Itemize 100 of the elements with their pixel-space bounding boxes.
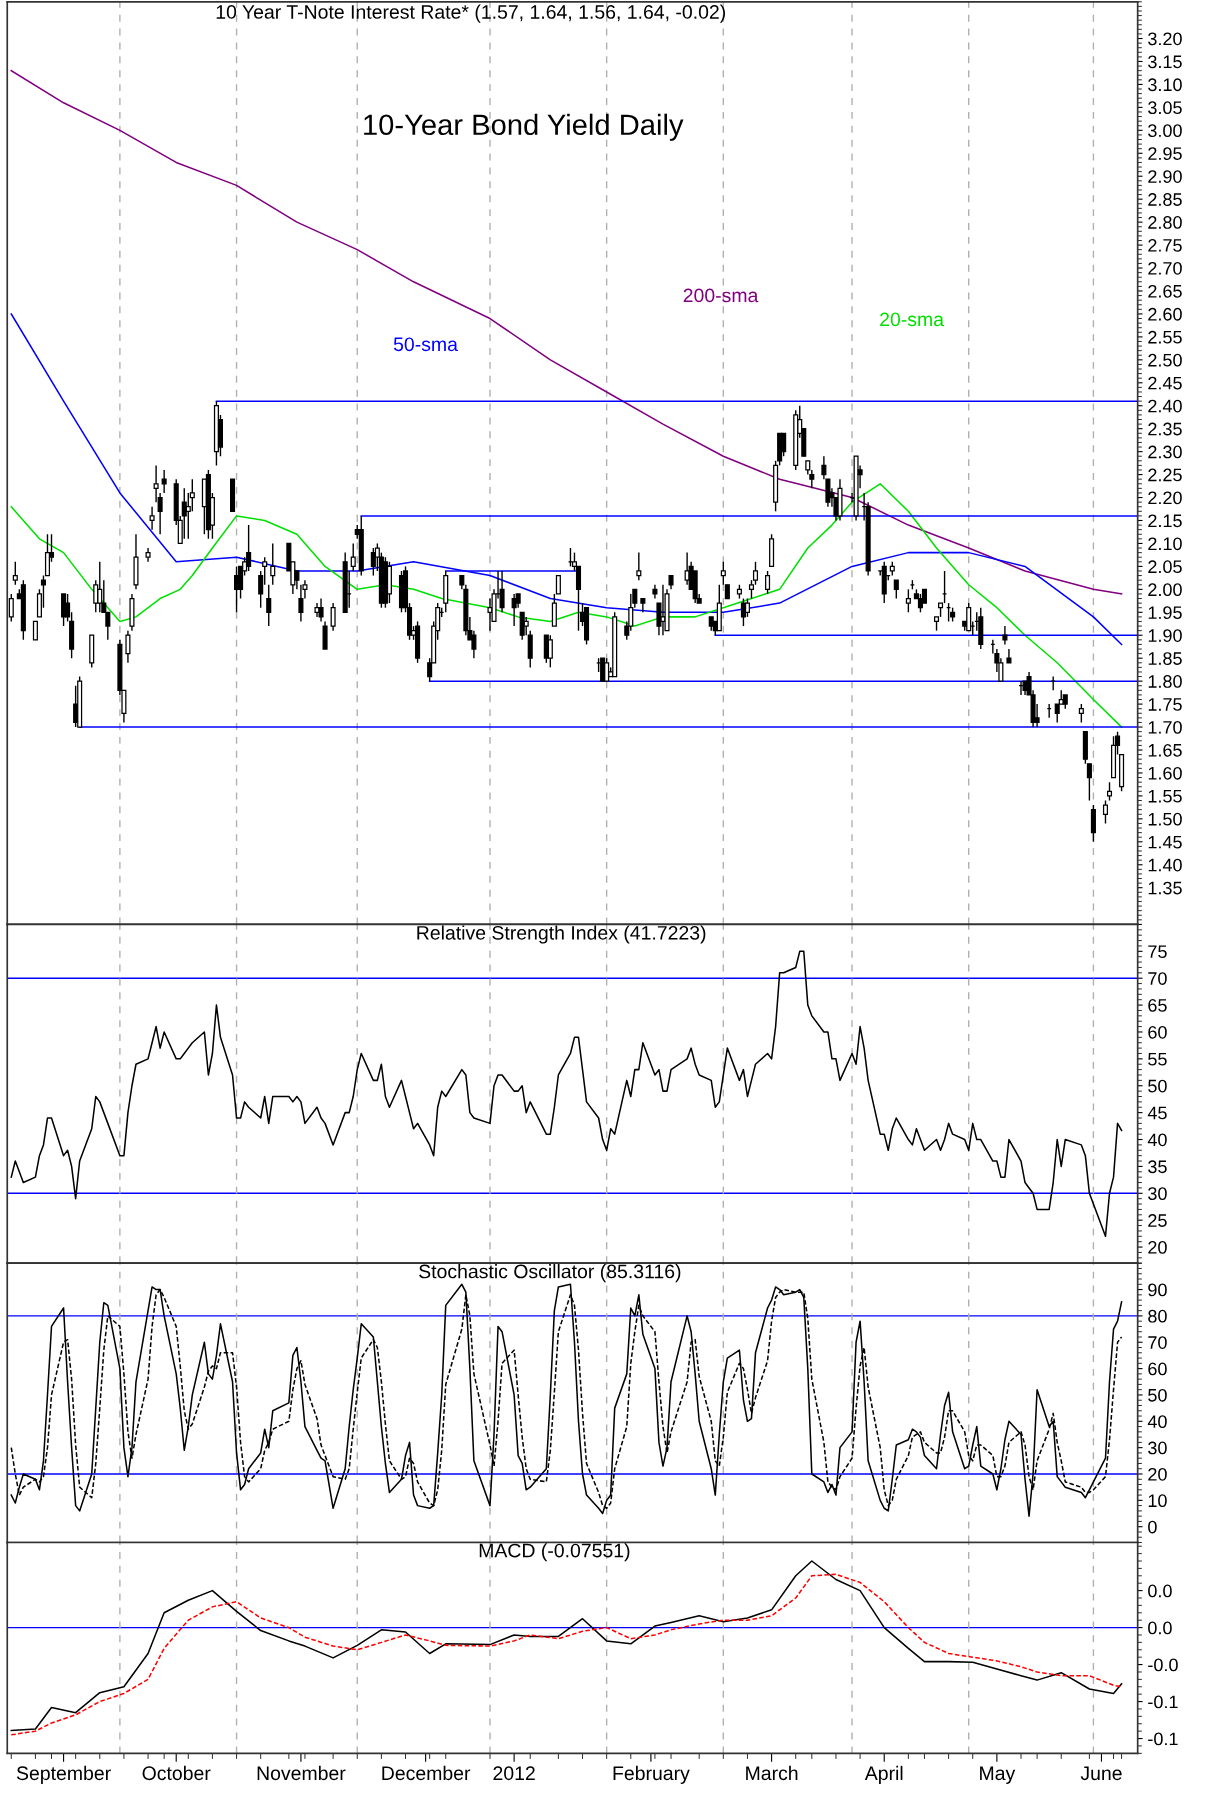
y-tick-label: 2.10 (1148, 537, 1182, 551)
y-tick-label: 80 (1148, 1309, 1167, 1323)
candlestick (519, 611, 525, 641)
y-tick-label: 1.65 (1148, 743, 1182, 757)
candlestick (330, 602, 336, 632)
candlestick (350, 542, 356, 572)
y-tick-label: 1.75 (1148, 698, 1182, 711)
y-tick-label: 1.80 (1148, 675, 1182, 688)
candlestick (97, 561, 103, 613)
y-tick-label: 2.80 (1148, 216, 1182, 229)
candlestick (125, 629, 131, 664)
candlestick (149, 506, 155, 531)
x-tick-label: June (1080, 1766, 1122, 1781)
y-tick-label: 1.70 (1148, 720, 1182, 734)
line-series (10, 950, 1123, 1238)
x-tick-label: September (16, 1765, 111, 1784)
x-tick-label: October (142, 1765, 211, 1781)
y-tick-label: 50 (1148, 1079, 1167, 1093)
y-tick-label: 3.10 (1148, 78, 1182, 92)
y-tick-label: 2.25 (1148, 468, 1182, 482)
candlestick (270, 542, 276, 586)
x-tick-label: April (864, 1765, 903, 1784)
y-tick-label: 3.20 (1148, 32, 1182, 46)
y-tick-label: 1.90 (1148, 629, 1182, 642)
y-tick-label: 2.65 (1148, 284, 1182, 298)
y-tick-label: 0.0 (1148, 1621, 1172, 1635)
candlestick (1086, 763, 1092, 802)
y-tick-label: 1.40 (1148, 858, 1182, 872)
y-tick-label: 75 (1148, 945, 1167, 959)
candlestick (523, 616, 529, 636)
y-tick-label: 40 (1147, 1133, 1167, 1147)
candlestick (246, 524, 252, 572)
y-tick-label: 1.35 (1148, 881, 1182, 895)
y-tick-label: 2.05 (1148, 560, 1182, 574)
y-tick-label: 3.00 (1148, 124, 1182, 138)
y-tick-label: 2.90 (1148, 170, 1182, 183)
y-tick-label: 25 (1148, 1214, 1167, 1227)
text: 10-Year Bond Yield Daily (364, 113, 684, 141)
candlestick (547, 634, 553, 669)
candlestick (905, 588, 911, 613)
candlestick (636, 551, 642, 581)
chart-title: 10 Year T-Note Interest Rate* (1.57, 1.64, 1.56, 1.64, -0.02) (216, 4, 726, 23)
candlestick (471, 629, 477, 659)
x-tick-label: May (980, 1766, 1016, 1784)
y-tick-label: 1.95 (1148, 606, 1182, 620)
y-tick-label: 90 (1148, 1283, 1167, 1297)
y-tick-label: 55 (1148, 1052, 1167, 1066)
y-tick-label: 1.45 (1148, 835, 1182, 849)
y-tick-label: 2.60 (1148, 307, 1182, 321)
y-tick-label: 1.50 (1148, 812, 1182, 826)
text: 200-sma (683, 288, 759, 303)
candlestick (893, 579, 899, 600)
text: 50-sma (393, 337, 458, 352)
y-tick-label: 2.40 (1148, 399, 1182, 413)
y-tick-label: 65 (1148, 999, 1167, 1012)
candlestick (32, 620, 38, 641)
y-tick-label: 0 (1148, 1520, 1157, 1534)
y-tick-label: 2.00 (1148, 583, 1182, 597)
candlestick (1054, 703, 1060, 724)
candlestick (1106, 781, 1113, 802)
line-series (10, 69, 1123, 595)
y-tick-label: 1.60 (1148, 766, 1182, 780)
candlestick (12, 561, 18, 586)
text: 20-sma (880, 312, 945, 327)
y-tick-label: 2.35 (1148, 422, 1182, 436)
candlestick (821, 455, 827, 480)
y-tick-label: 70 (1148, 1336, 1167, 1349)
x-tick-label: 2012 (493, 1766, 535, 1781)
y-tick-label: 2.85 (1148, 193, 1182, 206)
y-tick-label: 2.50 (1148, 353, 1182, 367)
candlestick (781, 432, 787, 457)
candlestick (740, 597, 746, 627)
y-tick-label: 3.05 (1148, 101, 1182, 115)
candlestick (765, 570, 771, 595)
y-tick-label: 1.85 (1148, 652, 1182, 665)
y-tick-label: 35 (1148, 1160, 1167, 1174)
y-tick-label: 2.20 (1148, 491, 1182, 505)
y-tick-label: 0.0 (1148, 1584, 1172, 1598)
y-tick-label: 20 (1148, 1467, 1167, 1481)
candlestick (181, 487, 187, 540)
y-tick-label: 2.75 (1148, 239, 1182, 252)
y-tick-label: 2.55 (1148, 330, 1182, 344)
y-tick-label: -0.1 (1148, 1732, 1178, 1746)
y-tick-label: 1.55 (1148, 790, 1182, 803)
candlestick (44, 533, 51, 577)
y-tick-label: 50 (1148, 1388, 1167, 1402)
y-tick-label: -0.0 (1148, 1658, 1178, 1672)
y-tick-label: 2.15 (1148, 514, 1182, 528)
candlestick (527, 629, 533, 669)
y-tick-label: 45 (1147, 1106, 1167, 1120)
candlestick (370, 547, 376, 577)
x-tick-label: December (382, 1765, 471, 1781)
candlestick (61, 593, 67, 627)
y-tick-label: 40 (1147, 1415, 1167, 1429)
chart-title: Stochastic Oscillator (85.3116) (419, 1264, 681, 1283)
y-tick-label: 2.45 (1148, 376, 1182, 390)
line-series (10, 483, 1123, 728)
candlestick (825, 478, 831, 508)
y-tick-label: 60 (1148, 1362, 1167, 1376)
candlestick (1102, 799, 1109, 825)
